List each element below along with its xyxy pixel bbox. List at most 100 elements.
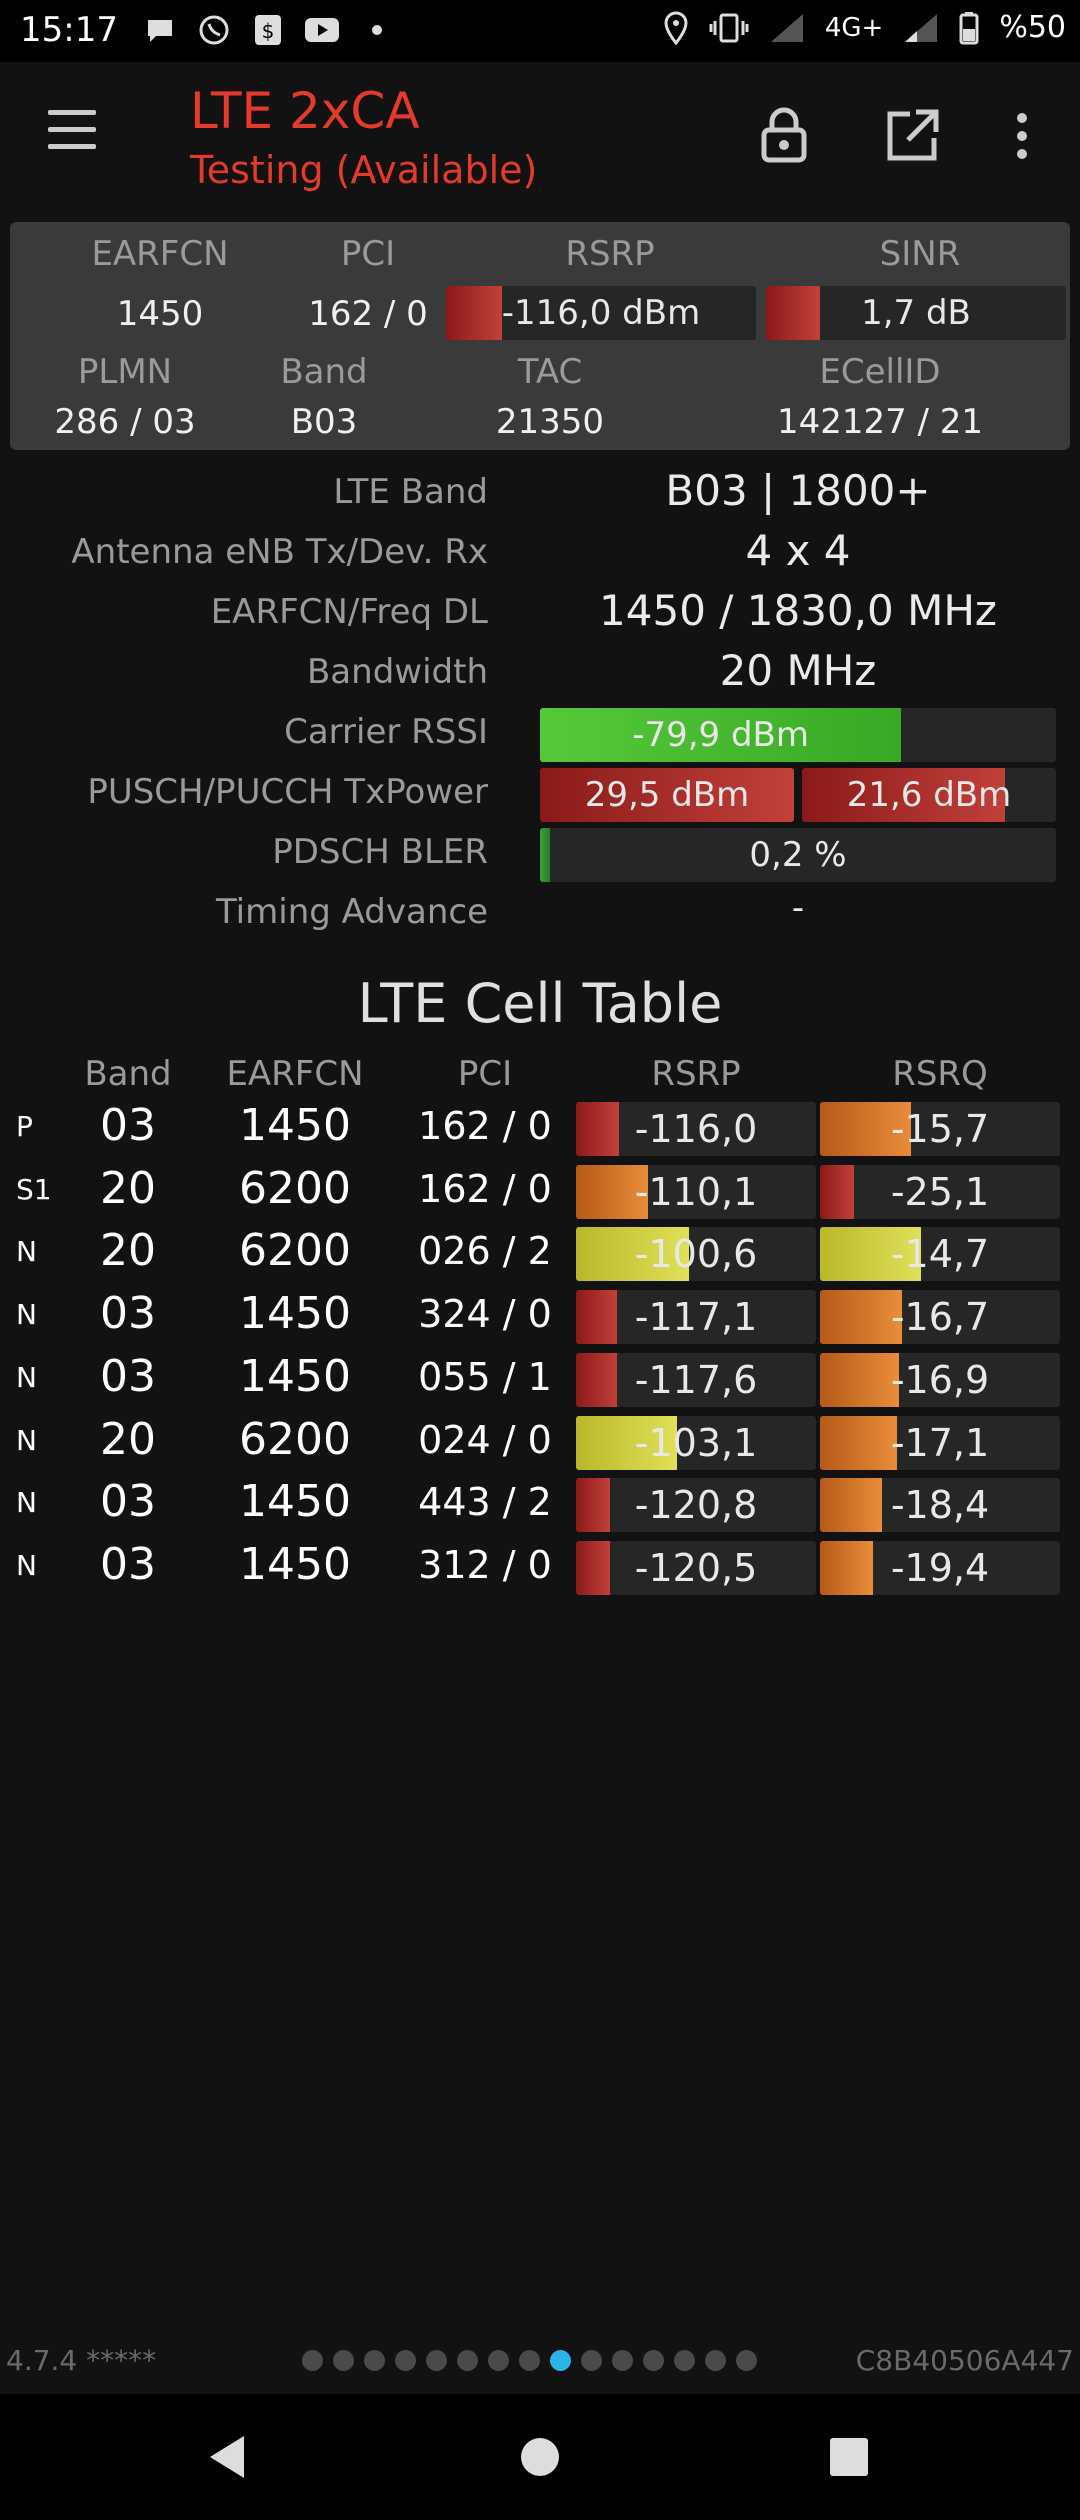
- cell-rsrp: -120,8: [634, 1483, 758, 1528]
- battery-icon: [959, 11, 979, 44]
- status-time: 15:17: [20, 10, 118, 50]
- page-dot[interactable]: [395, 2350, 416, 2371]
- antenna-value: 4 x 4: [745, 526, 851, 575]
- cell-type: N: [16, 1235, 37, 1269]
- cell-rsrp-bar: -120,5: [576, 1540, 816, 1595]
- table-row: N 20 6200 024 / 0 -103,1 -17,1: [0, 1412, 1080, 1474]
- cell-rsrp: -117,6: [634, 1357, 758, 1402]
- lock-icon[interactable]: [752, 104, 816, 168]
- cell-rsrq: -14,7: [890, 1232, 990, 1277]
- table-row: N 03 1450 312 / 0 -120,5 -19,4: [0, 1537, 1080, 1599]
- cell-earfcn: 1450: [239, 1100, 351, 1151]
- page-dot[interactable]: [643, 2350, 664, 2371]
- table-row: N 03 1450 443 / 2 -120,8 -18,4: [0, 1474, 1080, 1536]
- cell-rsrq-bar: -25,1: [820, 1164, 1060, 1219]
- cell-rsrq-bar-fill: [820, 1540, 873, 1595]
- page-dot[interactable]: [364, 2350, 385, 2371]
- col-header-rsrq: RSRQ: [892, 1054, 988, 1094]
- cell-type: N: [16, 1486, 37, 1520]
- cell-rsrq: -25,1: [890, 1169, 990, 1214]
- rsrp-bar-fill: [446, 286, 502, 340]
- pucch-value: 21,6 dBm: [846, 775, 1012, 815]
- timing-advance-value: -: [791, 888, 805, 928]
- page-dot[interactable]: [488, 2350, 509, 2371]
- home-icon[interactable]: [507, 2424, 573, 2490]
- more-notifications-dot-icon: [372, 25, 382, 35]
- col-header-earfcn: EARFCN: [226, 1054, 364, 1094]
- freq-value: 1450 / 1830,0 MHz: [599, 586, 997, 635]
- bandwidth-label: Bandwidth: [306, 652, 488, 692]
- cell-rsrq: -15,7: [890, 1107, 990, 1151]
- page-dot[interactable]: [457, 2350, 478, 2371]
- page-dot[interactable]: [426, 2350, 447, 2371]
- cell-type: S1: [16, 1172, 52, 1206]
- earfcn-label: EARFCN: [91, 234, 229, 274]
- open-external-icon[interactable]: [880, 104, 944, 168]
- tac-value: 21350: [495, 402, 605, 442]
- page-dot[interactable]: [581, 2350, 602, 2371]
- cell-rsrq-bar: -16,9: [820, 1352, 1060, 1407]
- pusch-bar-fill: [540, 768, 794, 822]
- cell-earfcn: 1450: [239, 1538, 351, 1590]
- cell-earfcn: 1450: [239, 1288, 351, 1340]
- cell-rsrq-bar-fill: [820, 1290, 902, 1345]
- page-dot[interactable]: [550, 2350, 571, 2371]
- cell-rsrq-bar: -14,7: [820, 1227, 1060, 1282]
- bler-label: PDSCH BLER: [272, 832, 488, 872]
- cell-rsrp-bar-fill: [576, 1164, 648, 1219]
- cell-rsrp: -110,1: [634, 1169, 758, 1214]
- cell-rsrp-bar: -117,1: [576, 1290, 816, 1345]
- cell-rsrq: -16,9: [890, 1357, 990, 1402]
- page-dot[interactable]: [705, 2350, 726, 2371]
- cell-band: 03: [100, 1288, 156, 1340]
- cell-rsrp-bar: -116,0: [576, 1102, 816, 1156]
- rssi-value: -79,9 dBm: [632, 715, 809, 755]
- page-dot[interactable]: [674, 2350, 695, 2371]
- bandwidth-value: 20 MHz: [719, 646, 877, 695]
- table-row: N 20 6200 026 / 2 -100,6 -14,7: [0, 1223, 1080, 1285]
- cell-band: 20: [100, 1225, 156, 1277]
- chat-bubble-icon: [142, 12, 178, 48]
- sinr-bar-fill: [766, 286, 820, 340]
- back-icon[interactable]: [196, 2424, 262, 2490]
- app-bar: LTE 2xCA Testing (Available): [0, 62, 1080, 212]
- vibrate-icon: [709, 13, 749, 42]
- table-row: N 03 1450 324 / 0 -117,1 -16,7: [0, 1286, 1080, 1348]
- recents-icon[interactable]: [816, 2424, 882, 2490]
- table-row: P 03 1450 162 / 0 -116,0 -15,7: [0, 1098, 1080, 1160]
- youtube-icon: [304, 12, 340, 48]
- table-row: S1 20 6200 162 / 0 -110,1 -25,1: [0, 1161, 1080, 1223]
- page-dot[interactable]: [736, 2350, 757, 2371]
- cell-rsrp-bar: -120,8: [576, 1478, 816, 1533]
- cell-rsrq: -18,4: [890, 1483, 990, 1528]
- cell-rsrp: -116,0: [634, 1107, 758, 1151]
- cell-rsrq-bar-fill: [820, 1478, 883, 1533]
- page-indicator[interactable]: [302, 2350, 757, 2371]
- col-header-rsrp: RSRP: [651, 1054, 741, 1094]
- cell-rsrp-bar-fill: [576, 1415, 677, 1470]
- cell-rsrp-bar-fill: [576, 1540, 610, 1595]
- cell-rsrp: -117,1: [634, 1295, 758, 1340]
- cell-rsrp-bar-fill: [576, 1352, 617, 1407]
- lte-band-value: B03 | 1800+: [665, 466, 931, 515]
- cell-rsrq-bar-fill: [820, 1102, 912, 1156]
- tac-label: TAC: [517, 352, 583, 392]
- app-title: LTE 2xCA: [190, 82, 420, 140]
- page-dot[interactable]: [302, 2350, 323, 2371]
- cell-pci: 024 / 0: [418, 1417, 552, 1462]
- page-dot[interactable]: [612, 2350, 633, 2371]
- rsrp-label: RSRP: [565, 234, 655, 274]
- cell-pci: 443 / 2: [418, 1480, 552, 1525]
- rsrp-bar: -116,0 dBm: [446, 286, 756, 340]
- cell-rsrp-bar: -100,6: [576, 1227, 816, 1282]
- page-dot[interactable]: [333, 2350, 354, 2371]
- cell-rsrq-bar: -17,1: [820, 1415, 1060, 1470]
- cell-type: N: [16, 1360, 37, 1394]
- cell-type: P: [16, 1110, 33, 1143]
- menu-icon[interactable]: [44, 110, 100, 154]
- page-dot[interactable]: [519, 2350, 540, 2371]
- more-options-icon[interactable]: [1004, 104, 1040, 168]
- pusch-value: 29,5 dBm: [584, 775, 750, 815]
- cell-band: 03: [100, 1476, 156, 1528]
- cell-rsrp-bar-fill: [576, 1102, 620, 1156]
